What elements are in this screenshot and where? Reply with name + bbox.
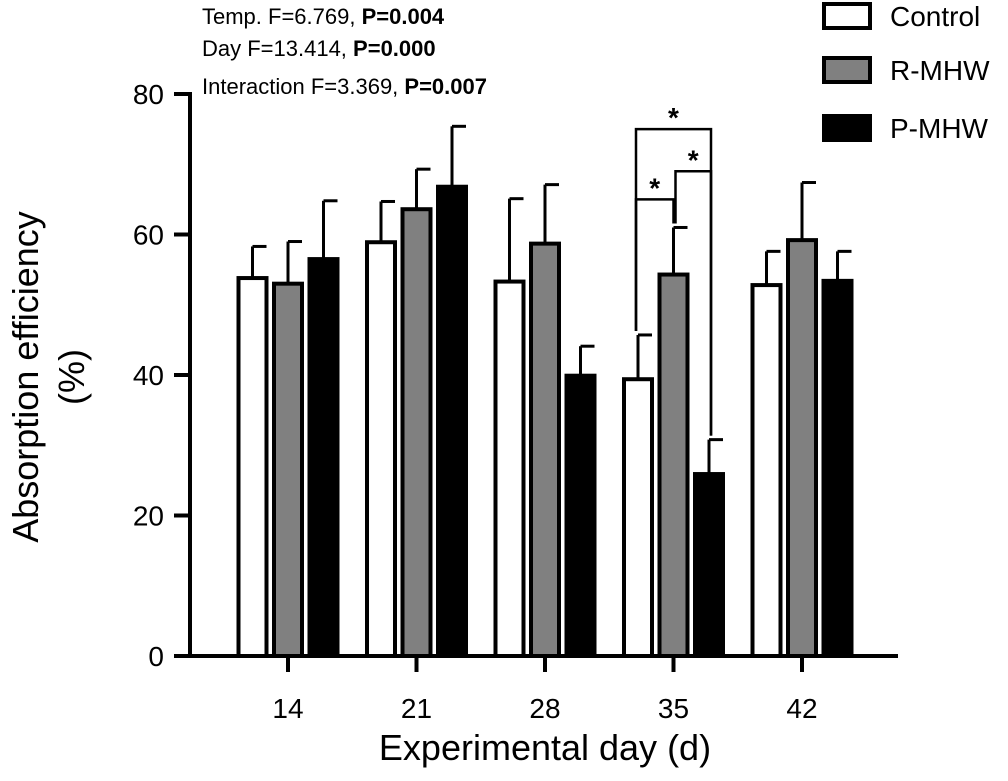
legend-label-r-mhw: R-MHW — [890, 55, 990, 86]
x-tick-label-42: 42 — [786, 693, 817, 724]
y-tick-label-40: 40 — [133, 360, 164, 391]
plot-area: 0 20 40 60 80 14 21 28 35 42 * * * — [133, 79, 898, 724]
bar-r-mhw-day-35 — [657, 272, 690, 658]
legend-label-control: Control — [890, 1, 980, 32]
stats-block: Temp. F=6.769, P=0.004 Day F=13.414, P=0… — [202, 4, 487, 99]
y-axis-title-unit: (%) — [51, 349, 92, 405]
y-tick-label-60: 60 — [133, 220, 164, 251]
significance-star-1: * — [649, 172, 660, 203]
bar-r-mhw-day-14 — [272, 281, 304, 658]
y-tick-label-20: 20 — [133, 501, 164, 532]
legend: Control R-MHW P-MHW — [822, 1, 990, 144]
x-axis-title: Experimental day (d) — [379, 727, 711, 768]
bar-control-day-14 — [236, 276, 269, 658]
legend-swatch-r-mhw — [822, 56, 872, 84]
legend-swatch-p-mhw — [822, 114, 872, 142]
x-tick-label-21: 21 — [401, 693, 432, 724]
y-tick-label-0: 0 — [148, 641, 164, 672]
bar-p-mhw-day-42 — [821, 278, 854, 658]
bar-control-day-21 — [365, 240, 397, 658]
bar-r-mhw-day-42 — [786, 238, 818, 658]
significance-star-2: * — [688, 144, 699, 175]
bar-p-mhw-day-28 — [564, 373, 597, 658]
legend-label-p-mhw: P-MHW — [890, 113, 989, 144]
stat-day: Day F=13.414, P=0.000 — [202, 36, 436, 61]
bar-p-mhw-day-21 — [436, 184, 468, 658]
x-tick-label-28: 28 — [529, 693, 560, 724]
y-axis-title: Absorption efficiency — [5, 211, 46, 543]
y-tick-label-80: 80 — [133, 79, 164, 110]
bar-p-mhw-day-35 — [693, 472, 725, 658]
bar-r-mhw-day-21 — [400, 207, 433, 659]
bar-r-mhw-day-28 — [529, 241, 561, 658]
stat-interaction: Interaction F=3.369, P=0.007 — [202, 74, 487, 99]
bar-p-mhw-day-14 — [307, 257, 340, 658]
stat-temp: Temp. F=6.769, P=0.004 — [202, 4, 445, 29]
bar-control-day-28 — [493, 279, 526, 658]
x-tick-label-35: 35 — [658, 693, 689, 724]
bar-control-day-35 — [622, 377, 654, 658]
significance-bracket-3 — [634, 127, 713, 436]
legend-swatch-control — [822, 2, 872, 30]
x-tick-label-14: 14 — [272, 693, 303, 724]
bar-control-day-42 — [750, 283, 783, 658]
significance-star-3: * — [668, 102, 679, 133]
